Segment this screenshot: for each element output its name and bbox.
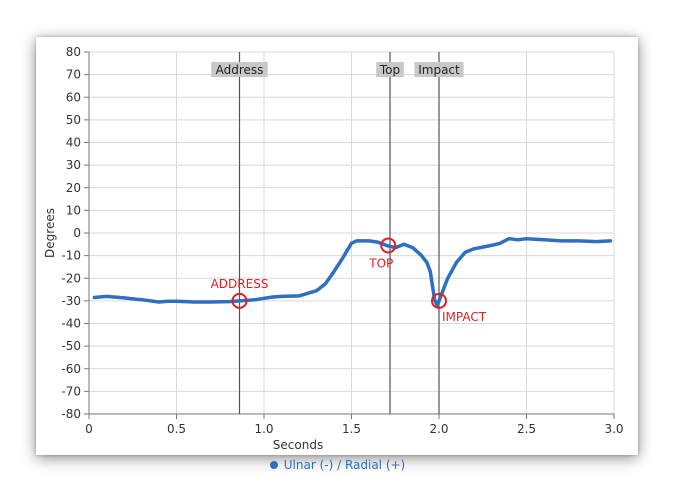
y-tick-label: 60 [66, 90, 81, 104]
y-tick-label: 70 [66, 68, 81, 82]
legend-swatch [269, 460, 278, 469]
x-tick-label: 0 [85, 422, 93, 436]
y-tick-label: 80 [66, 45, 81, 59]
annotation-label: IMPACT [442, 310, 487, 324]
y-tick-label: 10 [66, 203, 81, 217]
annotation-circle [231, 292, 248, 309]
y-tick-label: 40 [66, 136, 81, 150]
annotation-circle [431, 292, 447, 309]
y-tick-label: 30 [66, 158, 81, 172]
vertical-markers: Address Top Impact [211, 52, 464, 414]
x-tick-label: 2.0 [429, 422, 448, 436]
axes: 80 70 60 50 40 30 20 10 0 -10 -20 -30 -40 -50 -60 -70 -8… [61, 45, 623, 436]
legend: Ulnar (-) / Radial (+) [0, 458, 675, 472]
legend-label: Ulnar (-) / Radial (+) [283, 458, 406, 472]
x-tick-label: 1.0 [254, 422, 273, 436]
marker-label: Address [216, 63, 264, 77]
x-tick-label: 3.0 [604, 422, 623, 436]
marker-label: Impact [418, 63, 460, 77]
annotation-label: ADDRESS [211, 277, 269, 291]
y-tick-label: -80 [61, 407, 81, 421]
annotation-circle [380, 237, 397, 254]
y-tick-label: -50 [61, 339, 81, 353]
marker-label-box [376, 62, 404, 77]
x-tick-label: 0.5 [167, 422, 186, 436]
x-axis-title: Seconds [273, 438, 323, 452]
y-tick-label: -30 [61, 294, 81, 308]
grid [89, 51, 615, 415]
x-tick-label: 2.5 [517, 422, 536, 436]
y-tick-label: -40 [61, 317, 81, 331]
series-line [92, 236, 613, 308]
y-tick-label: -10 [61, 249, 81, 263]
y-tick-label: 0 [73, 226, 81, 240]
marker-label: Top [379, 63, 400, 77]
y-tick-label: 50 [66, 113, 81, 127]
y-tick-label: -70 [61, 384, 81, 398]
series-layer [92, 236, 613, 308]
annotations: ADDRESS TOP IMPACT [211, 237, 487, 324]
y-axis-title: Degrees [43, 208, 57, 258]
x-tick-label: 1.5 [342, 422, 361, 436]
marker-label-box [211, 62, 268, 77]
line-chart: 80 70 60 50 40 30 20 10 0 -10 -20 -30 -40 -50 -60 -70 -8… [43, 45, 624, 452]
y-tick-label: 20 [66, 181, 81, 195]
y-tick-label: -20 [61, 271, 81, 285]
marker-label-box [414, 62, 464, 77]
y-tick-label: -60 [61, 362, 81, 376]
annotation-label: TOP [368, 256, 393, 270]
chart-card: 80 70 60 50 40 30 20 10 0 -10 -20 -30 -40 -50 -60 -70 -8… [36, 37, 638, 455]
